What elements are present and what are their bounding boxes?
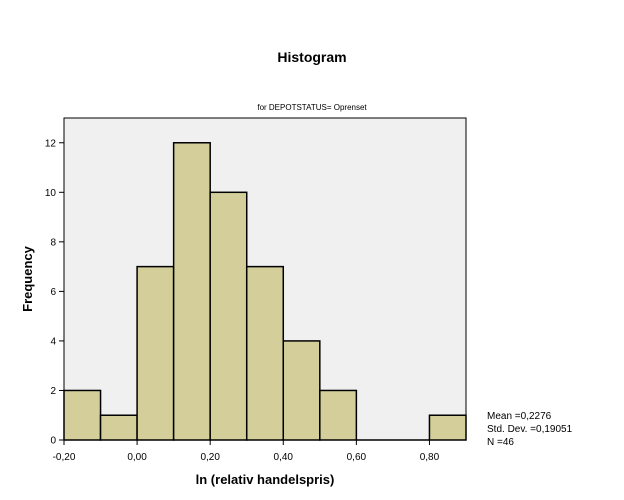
y-axis: 0 2 4 6 8 10 12: [45, 138, 64, 447]
y-axis-label: Frequency: [20, 245, 35, 312]
x-axis: -0,20 0,00 0,20 0,40 0,60 0,80: [53, 440, 440, 463]
x-tick-label-2: 0,20: [200, 452, 220, 463]
y-tick-label-0: 0: [50, 436, 56, 447]
x-tick-label-0: -0,20: [53, 452, 76, 463]
histogram-bar-1: [99, 414, 138, 441]
x-tick-label-1: 0,00: [127, 452, 147, 463]
bars-group: [63, 142, 467, 441]
histogram-bar-0: [63, 389, 102, 441]
y-tick-label-3: 6: [50, 287, 56, 298]
stats-std-dev: Std. Dev. =0,19051: [487, 424, 573, 435]
x-axis-label: ln (relativ handelspris): [196, 472, 335, 487]
x-tick-label-4: 0,60: [347, 452, 367, 463]
histogram-bar-4: [209, 191, 248, 441]
histogram-bar-10: [428, 414, 467, 441]
y-tick-label-1: 2: [50, 386, 56, 397]
histogram-bar-3: [172, 142, 211, 441]
chart-subtitle: for DEPOTSTATUS= Oprenset: [257, 103, 367, 112]
histogram-bar-2: [136, 265, 175, 441]
x-tick-label-3: 0,40: [274, 452, 294, 463]
chart-title: Histogram: [277, 49, 346, 65]
histogram-bar-7: [319, 389, 358, 441]
stats-n: N =46: [487, 437, 514, 448]
x-tick-label-5: 0,80: [420, 452, 440, 463]
y-tick-label-6: 12: [45, 138, 57, 149]
histogram-bar-6: [282, 340, 321, 441]
y-tick-label-5: 10: [45, 188, 57, 199]
stats-mean: Mean =0,2276: [487, 411, 552, 422]
y-tick-label-4: 8: [50, 237, 56, 248]
histogram-bar-5: [245, 265, 285, 441]
y-tick-label-2: 4: [50, 336, 56, 347]
